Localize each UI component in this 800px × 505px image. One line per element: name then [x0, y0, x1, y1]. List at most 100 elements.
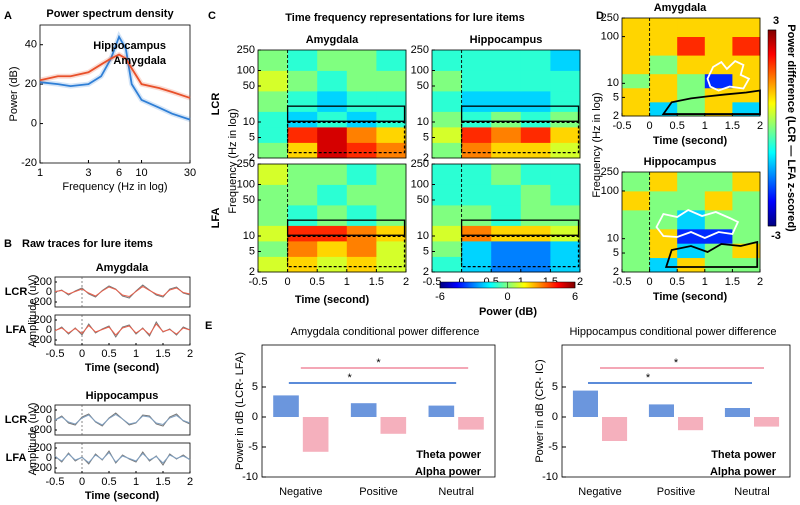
plot-frame: [257, 163, 407, 273]
y-tick-label: 0: [46, 414, 52, 426]
heatmap-cell: [677, 228, 706, 244]
heatmap-cell: [376, 184, 407, 206]
heatmap-cell: [704, 73, 733, 89]
heatmap-cell: [649, 172, 678, 192]
heatmap-cell: [461, 184, 492, 206]
heatmap-cell: [258, 111, 288, 128]
heatmap-cell: [461, 240, 492, 257]
heatmap-cell: [622, 172, 650, 192]
y-tick-label: 0: [46, 452, 52, 464]
x-tick-label: 2: [187, 476, 193, 488]
x-tick-label: -0.5: [249, 276, 268, 288]
heatmap-cell: [622, 228, 650, 244]
chart-title: Hippocampus conditional power difference: [569, 326, 776, 338]
chart-title: Raw traces for lure items: [22, 238, 153, 250]
heatmap-cell: [520, 204, 551, 226]
x-tick-label: Neutral: [734, 486, 769, 498]
row-label: LFA: [6, 324, 27, 336]
heatmap-cell: [432, 240, 462, 257]
bar: [273, 395, 299, 417]
heatmap-cell: [258, 240, 288, 257]
heatmap-cell: [677, 73, 706, 89]
heatmap-cell: [732, 228, 761, 244]
y-tick-label: 2: [249, 152, 255, 164]
heatmap-cell: [520, 70, 551, 92]
x-tick-label: 1.5: [155, 476, 170, 488]
y-tick-label: 200: [34, 314, 52, 326]
heatmap-cell: [491, 50, 522, 71]
y-tick-label: 0: [552, 411, 558, 423]
y-tick-label: 10: [417, 230, 429, 242]
significance-star: *: [646, 372, 651, 384]
y-axis-label: Power (dB): [8, 66, 20, 121]
heatmap-cell: [491, 240, 522, 257]
heatmap-cell: [732, 36, 761, 56]
heatmap-cell: [258, 90, 288, 112]
heatmap-cell: [622, 55, 650, 75]
y-tick-label: 5: [249, 245, 255, 257]
line: [39, 53, 191, 99]
column-title: Amygdala: [306, 34, 359, 46]
heatmap-cell: [258, 184, 288, 206]
map-title: Amygdala: [654, 2, 707, 14]
heatmap-cell: [376, 90, 407, 112]
panel-letter: E: [205, 320, 212, 332]
heatmap-cell: [287, 225, 318, 242]
heatmap-cell: [550, 126, 581, 143]
x-tick-label: Positive: [657, 486, 696, 498]
heatmap-cell: [622, 18, 650, 37]
x-axis-label: Time (second): [85, 362, 160, 374]
heatmap-cell: [317, 256, 348, 273]
y-tick-label: 0: [46, 286, 52, 298]
heatmap-cell: [317, 111, 348, 128]
heatmap-cell: [677, 55, 706, 75]
x-tick-label: 0.5: [310, 276, 325, 288]
heatmap-cell: [491, 164, 522, 185]
panel-letter: C: [208, 10, 216, 22]
heatmap-cell: [376, 164, 407, 185]
heatmap-cell: [649, 18, 678, 37]
x-tick-label: 1: [133, 476, 139, 488]
heatmap-cell: [258, 50, 288, 71]
heatmap-cell: [550, 164, 581, 185]
y-tick-label: 200: [34, 404, 52, 416]
x-tick-label: 0: [647, 120, 653, 132]
colorbar-label: Power difference (LCR — LFA z-scored): [785, 24, 797, 232]
plot-frame: [621, 17, 761, 117]
y-tick-label: 50: [417, 80, 429, 92]
heatmap-cell: [317, 70, 348, 92]
y-tick-label: -200: [30, 296, 52, 308]
heatmap-cell: [287, 142, 318, 159]
y-tick-label: -5: [248, 441, 258, 453]
x-tick-label: 0: [285, 276, 291, 288]
heatmap-cell: [649, 101, 678, 117]
heatmap-cell: [491, 90, 522, 112]
y-tick-label: 5: [423, 131, 429, 143]
heatmap-cell: [461, 111, 492, 128]
heatmap-cell: [432, 126, 462, 143]
y-tick-label: 250: [601, 166, 619, 178]
heatmap-cell: [732, 257, 761, 273]
heatmap-cell: [732, 73, 761, 89]
plot-frame: [431, 49, 581, 159]
heatmap-cell: [287, 164, 318, 185]
x-tick-label: 2: [187, 348, 193, 360]
heatmap-cell: [461, 204, 492, 226]
heatmap-cell: [376, 70, 407, 92]
row-label: LFA: [6, 452, 27, 464]
heatmap-cell: [432, 111, 462, 128]
y-tick-label: 2: [249, 266, 255, 278]
heatmap-cell: [346, 164, 377, 185]
heatmap-cell: [432, 225, 462, 242]
y-tick-label: 2: [423, 152, 429, 164]
heatmap-cell: [550, 225, 581, 242]
bar: [572, 390, 598, 417]
heatmap-cell: [376, 50, 407, 71]
bar: [350, 403, 377, 417]
legend-label: Theta power: [416, 449, 482, 461]
column-title: Hippocampus: [470, 34, 543, 46]
heatmap-cell: [287, 256, 318, 273]
chart-title: Time frequency representations for lure …: [285, 12, 524, 24]
x-tick-label: 30: [184, 167, 196, 179]
x-axis-label: Time (second): [653, 135, 728, 147]
